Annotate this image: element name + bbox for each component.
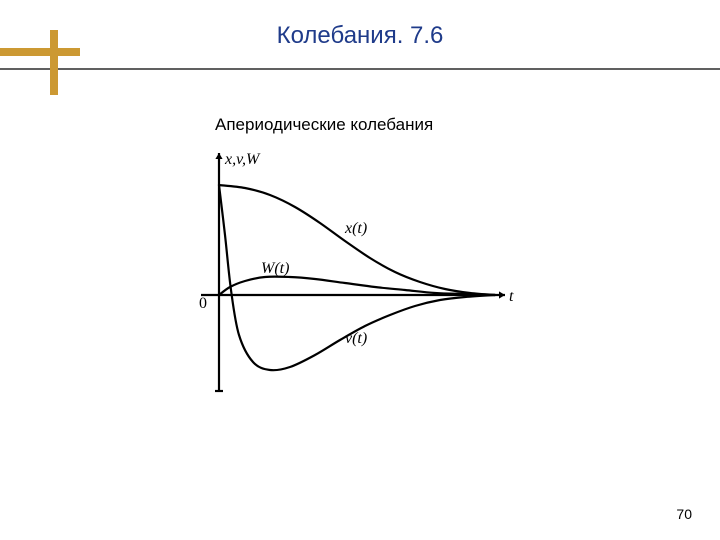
horizontal-rule — [0, 68, 720, 70]
aperiodic-chart: x,v,W t 0 x(t) W(t) v(t) — [175, 145, 515, 405]
slide-title: Колебания. 7.6 — [0, 22, 720, 50]
x-axis-label: t — [509, 288, 513, 306]
origin-label: 0 — [199, 295, 207, 313]
y-axis-label: x,v,W — [225, 151, 259, 169]
page-number: 70 — [676, 506, 692, 522]
chart-svg — [175, 145, 515, 405]
w-curve-label: W(t) — [261, 260, 289, 278]
v-curve-label: v(t) — [345, 330, 367, 348]
slide-subtitle: Апериодические колебания — [215, 115, 433, 135]
x-curve-label: x(t) — [345, 220, 367, 238]
